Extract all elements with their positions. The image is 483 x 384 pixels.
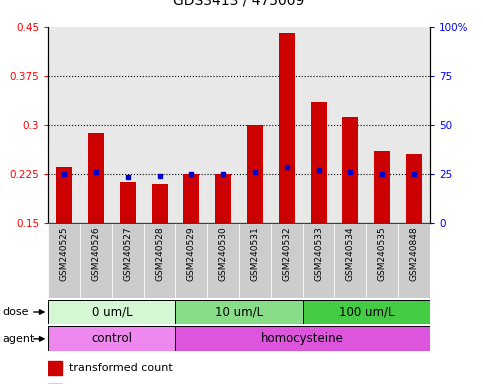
- Text: 10 um/L: 10 um/L: [215, 306, 263, 318]
- Text: transformed count: transformed count: [69, 362, 173, 372]
- Bar: [398, 223, 430, 298]
- Bar: [303, 223, 335, 298]
- Bar: [184, 174, 199, 223]
- Bar: [342, 117, 358, 223]
- Text: GSM240533: GSM240533: [314, 227, 323, 281]
- Text: homocysteine: homocysteine: [261, 333, 344, 345]
- Text: GSM240527: GSM240527: [123, 227, 132, 281]
- Bar: [374, 151, 390, 223]
- Bar: [175, 326, 430, 351]
- Text: GSM240534: GSM240534: [346, 227, 355, 281]
- Bar: [175, 223, 207, 298]
- Text: GSM240530: GSM240530: [219, 227, 227, 281]
- Text: GSM240528: GSM240528: [155, 227, 164, 281]
- Text: dose: dose: [2, 307, 29, 317]
- Text: GSM240531: GSM240531: [251, 227, 259, 281]
- Bar: [239, 223, 271, 298]
- Text: GSM240525: GSM240525: [60, 227, 69, 281]
- Bar: [144, 223, 175, 298]
- Bar: [152, 184, 168, 223]
- Text: agent: agent: [2, 334, 35, 344]
- Bar: [311, 102, 327, 223]
- Bar: [48, 300, 175, 324]
- Text: 100 um/L: 100 um/L: [339, 306, 394, 318]
- Bar: [48, 361, 62, 374]
- Bar: [120, 182, 136, 223]
- Bar: [366, 223, 398, 298]
- Bar: [48, 326, 175, 351]
- Bar: [80, 223, 112, 298]
- Bar: [88, 132, 104, 223]
- Text: GSM240535: GSM240535: [378, 227, 387, 281]
- Bar: [406, 154, 422, 223]
- Text: GSM240848: GSM240848: [410, 227, 418, 281]
- Bar: [56, 167, 72, 223]
- Text: GSM240529: GSM240529: [187, 227, 196, 281]
- Bar: [215, 174, 231, 223]
- Text: GDS3413 / 475009: GDS3413 / 475009: [173, 0, 305, 8]
- Bar: [247, 125, 263, 223]
- Text: GSM240526: GSM240526: [91, 227, 100, 281]
- Bar: [48, 223, 80, 298]
- Text: 0 um/L: 0 um/L: [92, 306, 132, 318]
- Bar: [279, 33, 295, 223]
- Text: control: control: [91, 333, 132, 345]
- Text: GSM240532: GSM240532: [282, 227, 291, 281]
- Bar: [271, 223, 303, 298]
- Bar: [112, 223, 144, 298]
- Bar: [207, 223, 239, 298]
- Bar: [335, 223, 366, 298]
- Bar: [303, 300, 430, 324]
- Bar: [175, 300, 303, 324]
